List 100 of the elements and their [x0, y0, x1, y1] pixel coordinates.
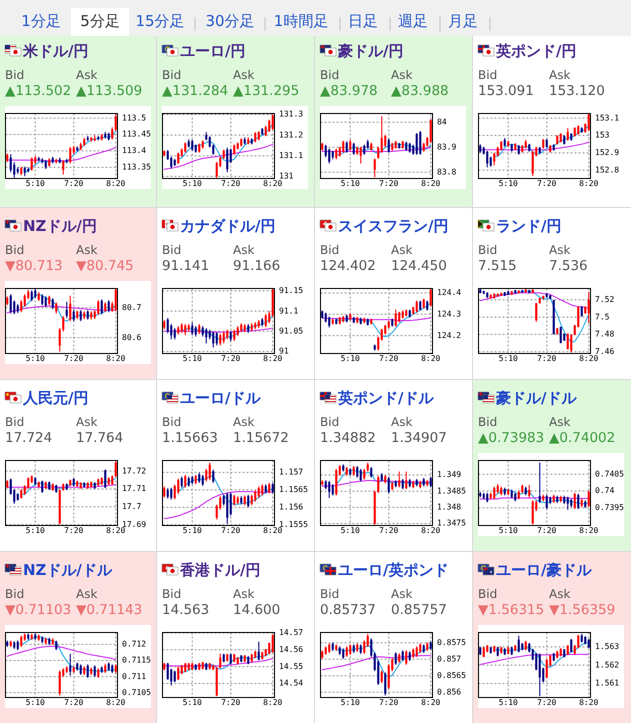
text: 月足 — [448, 12, 478, 30]
text: ▼1.56359 — [549, 602, 616, 618]
candlestick — [258, 641, 260, 661]
candlestick — [174, 484, 176, 500]
candlestick — [335, 148, 338, 160]
text: ▲131.284 — [162, 83, 228, 99]
text: 0.85737 — [320, 602, 376, 618]
x-tick-label: 8:20 — [263, 179, 283, 188]
text: Ask — [76, 68, 98, 82]
candlestick — [226, 329, 228, 340]
y-tick-label: 131.1 — [279, 150, 304, 160]
y-tick-label: 1.563 — [595, 642, 620, 652]
candlestick — [184, 662, 186, 673]
text: ▼80.713 — [5, 258, 63, 274]
chart-title: NZドル/円 — [23, 217, 97, 235]
y-tick-label: 91.05 — [279, 326, 304, 336]
candlestick — [346, 646, 348, 658]
text: 5分足 — [80, 12, 120, 30]
chart-title: カナダドル/円 — [180, 217, 276, 235]
text: Bid — [162, 415, 182, 429]
candlestick — [55, 640, 58, 651]
candlestick — [394, 652, 397, 666]
text: 17.724 — [5, 430, 52, 446]
x-tick-label: 8:20 — [579, 698, 599, 707]
candlestick — [233, 144, 236, 156]
candlestick — [482, 646, 485, 658]
candlestick — [226, 492, 228, 524]
text: ▲113.509 — [76, 83, 142, 99]
candlestick — [194, 326, 197, 338]
text: Ask — [391, 587, 412, 601]
candlestick — [560, 326, 562, 344]
candlestick — [430, 288, 432, 308]
text: ▲131.295 — [233, 83, 300, 99]
text: 91.166 — [233, 258, 280, 274]
candlestick — [538, 653, 541, 697]
text: Bid — [5, 587, 24, 601]
x-tick-label: 8:20 — [106, 526, 126, 535]
x-tick-label: 5:10 — [498, 179, 518, 188]
candlestick — [20, 300, 22, 313]
text: Bid — [162, 68, 182, 82]
candlestick — [528, 484, 530, 498]
candlestick — [198, 472, 200, 484]
candlestick — [349, 139, 352, 152]
x-tick-label: 7:20 — [537, 179, 557, 188]
text: 15分足 — [135, 12, 185, 30]
y-tick-label: 1.157 — [279, 468, 304, 477]
line-series — [164, 144, 274, 170]
text: Bid — [320, 415, 340, 429]
text: ▲0.73983 — [478, 430, 544, 446]
candlestick — [398, 311, 400, 323]
candlestick — [212, 330, 214, 348]
candlestick — [486, 492, 488, 503]
x-tick-label: 8:20 — [421, 354, 441, 363]
text: 1.15672 — [233, 430, 289, 446]
text: Ask — [391, 68, 412, 82]
candlestick — [254, 132, 256, 143]
x-tick-label: 8:20 — [263, 526, 283, 535]
chart-title: ユーロ/ドル — [180, 389, 262, 407]
y-tick-label: 1.3475 — [437, 518, 466, 528]
chart-title: 人民元/円 — [22, 389, 88, 407]
candlestick — [426, 300, 428, 311]
y-tick-label: 14.57 — [279, 628, 304, 638]
candlestick — [10, 294, 12, 314]
candlestick — [108, 300, 110, 313]
candlestick — [254, 490, 256, 502]
candlestick — [41, 294, 44, 306]
x-tick-label: 5:10 — [498, 698, 518, 707]
y-tick-label: 0.857 — [437, 654, 462, 664]
text: Ask — [549, 68, 570, 82]
chart-title: 英ポンド/円 — [495, 42, 576, 60]
chart-title: 香港ドル/円 — [179, 561, 260, 579]
x-tick-label: 5:10 — [340, 526, 360, 535]
x-tick-label: 5:10 — [26, 354, 46, 363]
candlestick — [219, 333, 222, 346]
y-tick-label: 7.48 — [595, 330, 614, 339]
y-tick-label: 1.349 — [437, 470, 462, 480]
candlestick — [247, 494, 250, 508]
candlestick — [388, 476, 390, 494]
text: 14.600 — [233, 602, 280, 618]
text: 7.536 — [549, 258, 588, 274]
y-tick-label: 1.1565 — [279, 485, 308, 494]
x-tick-label: 8:20 — [579, 179, 599, 188]
candlestick — [216, 332, 218, 346]
text: 124.450 — [391, 258, 447, 274]
chart-title: 英ポンド/ドル — [337, 389, 434, 407]
chart-title: ユーロ/英ポンド — [338, 561, 448, 579]
candlestick — [518, 635, 520, 653]
candlestick — [422, 298, 425, 310]
y-tick-label: 80.6 — [122, 332, 142, 342]
text: 0.85757 — [391, 602, 447, 618]
x-tick-label: 5:10 — [26, 179, 46, 188]
candlestick — [408, 142, 411, 154]
candlestick — [346, 140, 348, 154]
candlestick — [194, 474, 197, 485]
text: Bid — [320, 587, 340, 601]
line-series — [20, 478, 116, 495]
candlestick — [180, 322, 183, 334]
candlestick — [405, 470, 408, 490]
x-tick-label: 7:20 — [64, 354, 84, 363]
candlestick — [97, 668, 100, 678]
